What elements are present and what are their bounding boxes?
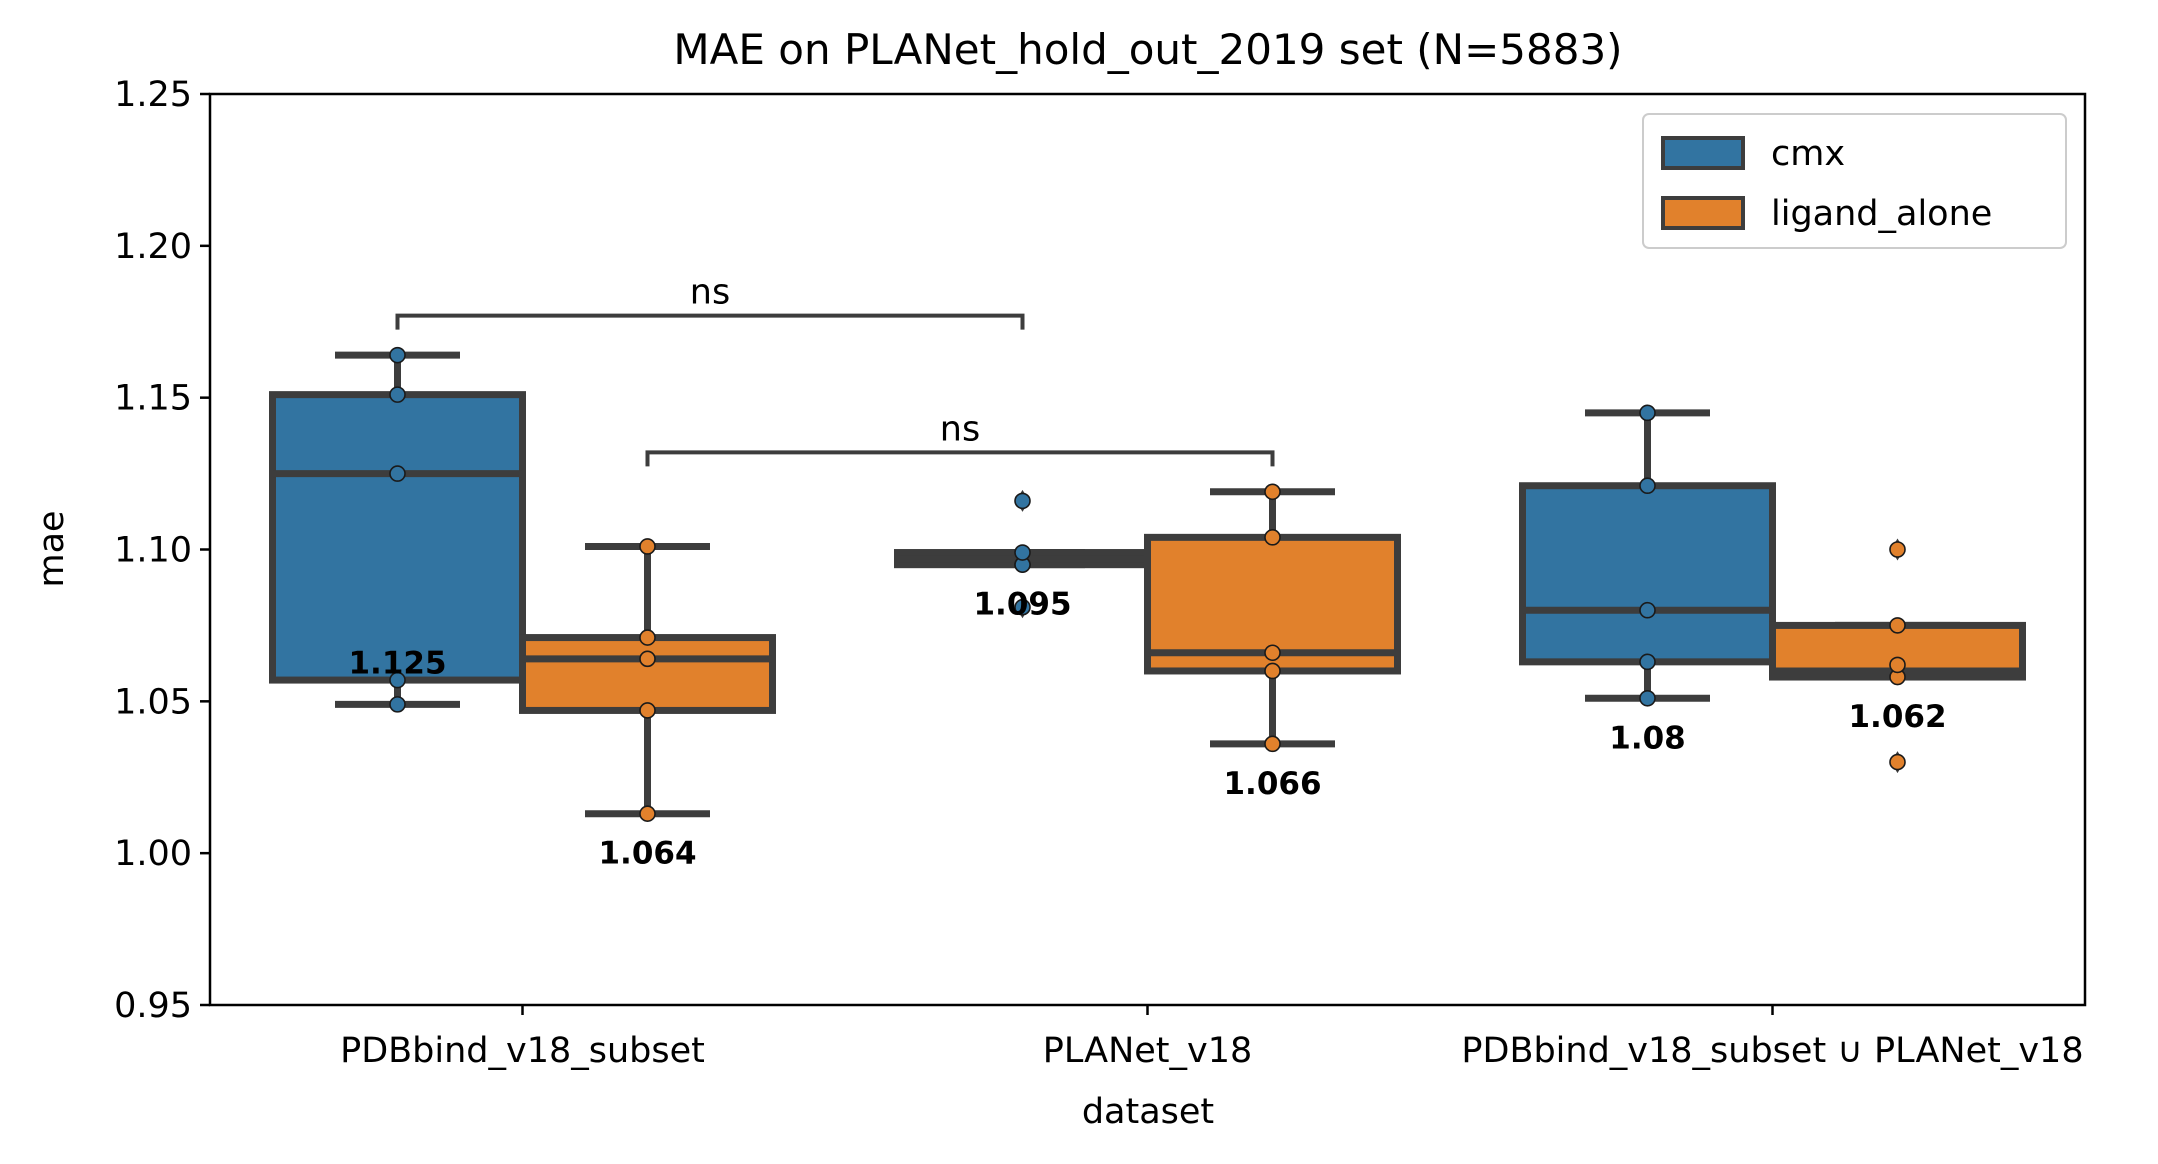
x-tick-label: PDBbind_v18_subset ∪ PLANet_v18 (1461, 1031, 2083, 1071)
data-point (1889, 541, 1906, 558)
legend-label: cmx (1771, 134, 1845, 174)
data-point (1639, 601, 1656, 619)
data-point (639, 629, 656, 646)
box (1519, 482, 1776, 666)
bracket-line (395, 313, 1025, 330)
x-tick-label: PDBbind_v18_subset (340, 1031, 705, 1071)
y-tick-label: 1.00 (114, 834, 192, 874)
data-point (389, 671, 406, 689)
data-point (1264, 662, 1281, 680)
box-group: 1.095 (894, 489, 1151, 623)
data-point (1014, 492, 1031, 510)
data-point (1264, 529, 1281, 546)
data-point (639, 538, 656, 555)
y-tick-label: 1.15 (114, 379, 192, 419)
y-tick-label: 1.25 (114, 75, 192, 115)
data-point (1264, 644, 1281, 662)
box-group: 1.062 (1769, 538, 2026, 774)
data-point (639, 650, 656, 668)
data-point (1639, 404, 1656, 422)
plot-area: 1.125 1.095 1.08 1.064 1.066 1.062 ns ns (269, 273, 2026, 872)
data-point (1639, 653, 1656, 671)
chart-title: MAE on PLANet_hold_out_2019 set (N=5883) (673, 25, 1622, 74)
data-point (1639, 477, 1656, 495)
data-point (639, 702, 656, 719)
legend-frame (1642, 113, 2067, 249)
data-point (1014, 598, 1031, 616)
median-label: 1.066 (1223, 766, 1321, 802)
median-label: 1.08 (1609, 720, 1686, 756)
box-group: 1.066 (1144, 483, 1401, 802)
legend-label: ligand_alone (1771, 194, 1992, 234)
legend-swatch (1661, 136, 1745, 170)
median-label: 1.095 (973, 587, 1071, 623)
x-tick-label: PLANet_v18 (1043, 1031, 1253, 1071)
median-label: 1.062 (1848, 699, 1946, 735)
data-point (1639, 689, 1656, 707)
data-point (1264, 735, 1281, 753)
y-tick-label: 1.20 (114, 227, 192, 267)
legend-swatch (1661, 196, 1745, 230)
significance-bracket: ns (645, 409, 1275, 467)
box (519, 634, 776, 714)
data-point (389, 386, 406, 403)
y-tick-label: 0.95 (114, 986, 192, 1026)
box (269, 391, 526, 684)
data-point (389, 346, 406, 364)
data-point (1889, 753, 1906, 771)
bracket-line (645, 450, 1275, 467)
median-label: 1.125 (348, 646, 446, 682)
significance-bracket: ns (395, 273, 1025, 330)
y-tick-label: 1.10 (114, 531, 192, 571)
data-point (1264, 483, 1281, 501)
box-group: 1.08 (1519, 404, 1776, 756)
x-axis-label: dataset (1082, 1092, 1214, 1132)
bracket-label: ns (690, 273, 730, 313)
axes: 0.95 1.00 1.05 1.10 1.15 1.20 1.25 PDBbind_v18_… (114, 75, 2084, 1071)
data-point (389, 465, 406, 482)
box-group: 1.064 (519, 538, 776, 872)
data-point (639, 805, 656, 822)
y-axis-label: mae (32, 510, 72, 587)
y-tick-label: 1.05 (114, 682, 192, 722)
box-group: 1.125 (269, 346, 526, 713)
data-point (1889, 656, 1906, 674)
data-point (389, 696, 406, 713)
bracket-label: ns (940, 409, 980, 449)
median-label: 1.064 (598, 836, 696, 872)
data-point (1889, 617, 1906, 634)
legend: cmx ligand_alone (1642, 113, 2067, 249)
data-point (1014, 544, 1031, 561)
